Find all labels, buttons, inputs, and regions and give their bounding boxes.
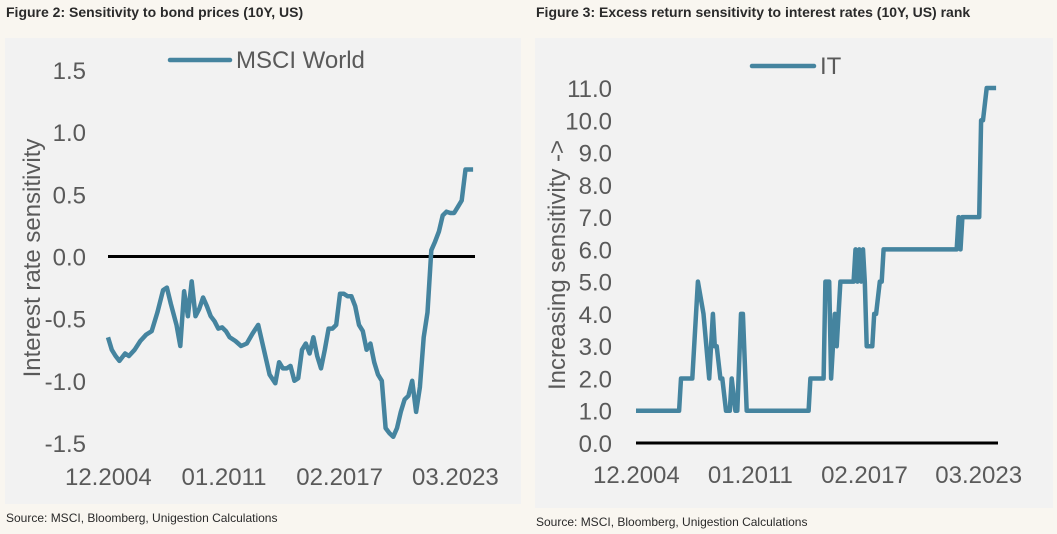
figure2-series-line-msci-world xyxy=(105,167,474,440)
figure3-y-tick-label: 11.0 xyxy=(567,76,612,103)
figure2-y-tick-label: -1.5 xyxy=(45,431,86,458)
figure3-x-tick-label: 02.2017 xyxy=(821,462,908,489)
figure3-y-tick-label: 9.0 xyxy=(579,141,612,168)
figure3-series-line-it xyxy=(636,85,997,413)
figure3-legend-label: IT xyxy=(820,53,842,80)
figure2-x-tick-label: 02.2017 xyxy=(296,464,383,491)
figure3-y-axis-label: Increasing sensitivity -> xyxy=(544,140,571,390)
figure3-y-tick-label: 8.0 xyxy=(579,173,612,200)
figure3-panel xyxy=(535,38,1053,508)
figure2-legend-label: MSCI World xyxy=(236,47,365,74)
figure3-y-tick-label: 2.0 xyxy=(579,366,612,393)
figure3-y-tick-label: 7.0 xyxy=(579,205,612,232)
figure3-source: Source: MSCI, Bloomberg, Unigestion Calc… xyxy=(536,515,808,529)
figure3-y-tick-label: 10.0 xyxy=(565,108,612,135)
figure2-title: Figure 2: Sensitivity to bond prices (10… xyxy=(6,4,304,20)
figure3-y-tick-label: 6.0 xyxy=(579,237,612,264)
figure3-x-tick-label: 03.2023 xyxy=(935,462,1022,489)
figure3-x-tick-label: 12.2004 xyxy=(593,462,680,489)
figure2-x-tick-label: 01.2011 xyxy=(182,464,267,491)
figure3-y-tick-label: 4.0 xyxy=(579,302,612,329)
figure3-y-tick-label: 5.0 xyxy=(579,270,612,297)
figure2-y-axis-label: Interest rate sensitivity xyxy=(19,139,46,378)
figure2-chart: 1.5 1.0 0.5 0.0 -0.5 -1.0 -1.5 12.2004 01.2011 0… xyxy=(19,47,499,491)
figure3-legend: IT xyxy=(749,53,842,80)
figure3-chart: 11.0 10.0 9.0 8.0 7.0 6.0 5.0 4.0 3.0 2.0 1.0 0.0 1… xyxy=(544,53,1022,489)
figure2-y-tick-label: 0.5 xyxy=(53,182,86,209)
figure2-legend: MSCI World xyxy=(167,47,365,74)
figure2-y-tick-label: 0.0 xyxy=(53,245,86,272)
figure3-y-tick-label: 0.0 xyxy=(579,431,612,458)
figure2-y-tick-label: -1.0 xyxy=(45,369,86,396)
figure3-x-tick-label: 01.2011 xyxy=(708,462,793,489)
figure2-x-tick-label: 03.2023 xyxy=(412,464,499,491)
figure2-y-tick-label: -0.5 xyxy=(45,307,86,334)
figure2-y-tick-label: 1.0 xyxy=(53,120,86,147)
figure2-y-tick-label: 1.5 xyxy=(53,58,86,85)
figure3-title: Figure 3: Excess return sensitivity to i… xyxy=(536,4,971,20)
figure2-panel xyxy=(5,38,521,504)
figure3-y-tick-label: 3.0 xyxy=(579,334,612,361)
figure2-source: Source: MSCI, Bloomberg, Unigestion Calc… xyxy=(6,511,278,525)
figure3-y-tick-label: 1.0 xyxy=(579,399,612,426)
figure2-x-tick-label: 12.2004 xyxy=(65,464,152,491)
